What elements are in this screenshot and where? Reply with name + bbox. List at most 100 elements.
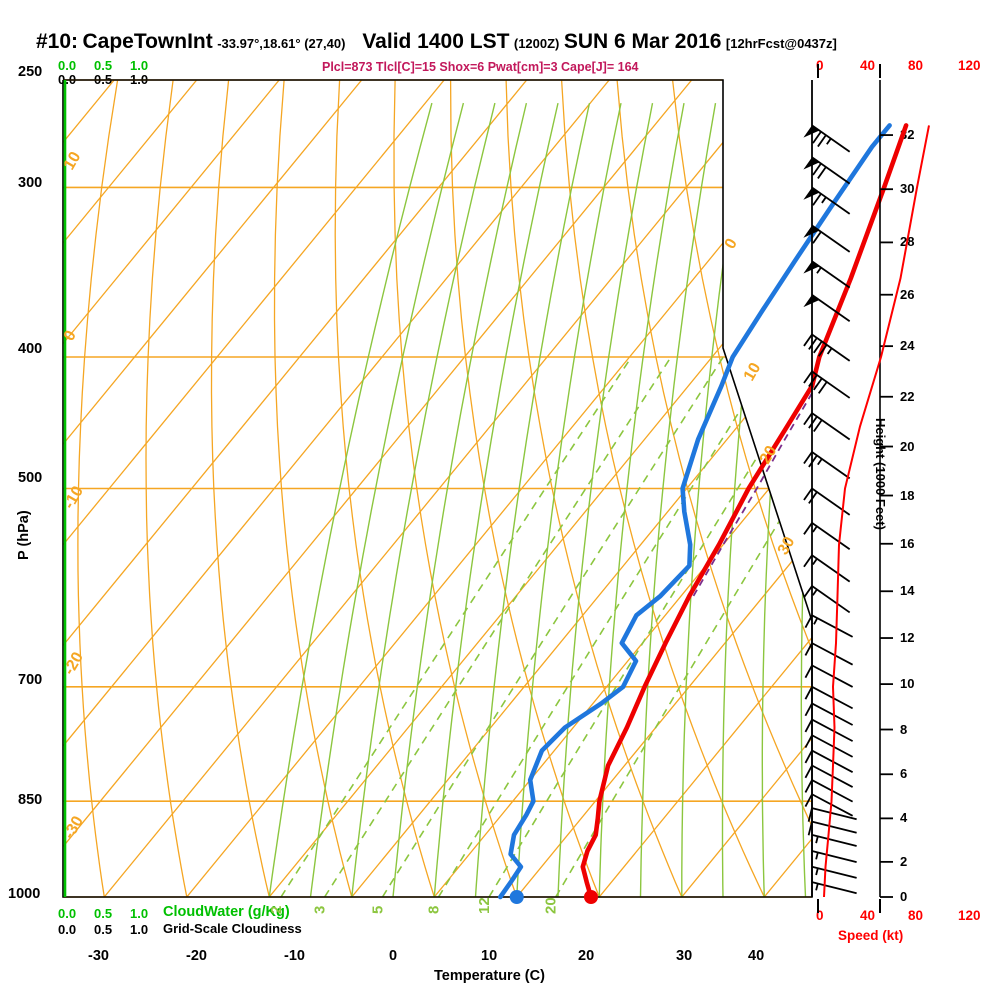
wind-barb — [811, 834, 857, 847]
station-name: CapeTownInt — [82, 30, 213, 53]
mixing-ratio-label-3: 3 — [312, 906, 329, 914]
isotherm-label-10: 10 — [61, 149, 85, 173]
height-tick-marks — [880, 134, 893, 898]
bottom-cloudwater-tick-2: 1.0 — [130, 906, 149, 921]
cloudiness-axis-label: Grid-Scale Cloudiness — [163, 921, 302, 936]
bottom-cloudiness-tick-2: 1.0 — [130, 922, 149, 937]
wind-barb — [807, 807, 857, 822]
isotherm-label-right-30: 30 — [775, 534, 799, 558]
speed-tick-bot-0: 0 — [816, 908, 824, 923]
wind-barb-group — [803, 124, 857, 895]
height-tick-0: 0 — [900, 889, 908, 904]
pressure-tick-300: 300 — [18, 175, 43, 191]
speed-tick-bot-40: 40 — [860, 908, 876, 923]
height-tick-30: 30 — [900, 181, 915, 197]
height-tick-14: 14 — [900, 583, 915, 599]
parcel-curve — [692, 385, 818, 597]
wind-barb — [807, 820, 857, 836]
mixing-ratio-lines — [280, 356, 812, 897]
mixing-ratio-label-2: 2 — [268, 906, 285, 914]
wind-barb — [811, 865, 857, 879]
bottom-cloudwater-tick-1: 0.5 — [94, 906, 113, 921]
bottom-cloudiness-tick-0: 0.0 — [58, 922, 77, 937]
height-tick-22: 22 — [900, 388, 915, 404]
wind-barb — [804, 718, 854, 742]
wind-barb — [804, 686, 854, 710]
temp-tick-20: 20 — [578, 948, 595, 964]
wind-barb — [811, 850, 857, 864]
temp-tick--10: -10 — [284, 948, 305, 964]
height-tick-2: 2 — [900, 853, 908, 869]
height-tick-26: 26 — [900, 286, 915, 302]
wind-barb — [803, 294, 851, 323]
top-cloudwater-tick-2: 1.0 — [130, 58, 149, 73]
mixing-ratio-label-12: 12 — [476, 897, 493, 914]
isotherm-label-right-20: 20 — [757, 443, 781, 467]
wind-barb — [803, 522, 851, 550]
wind-barb — [803, 186, 851, 215]
wind-barb — [803, 554, 851, 583]
wind-barb — [803, 260, 851, 289]
dry-adiabat-lines — [77, 80, 812, 897]
wind-barb — [803, 124, 851, 153]
title-row: #10: CapeTownInt -33.97°,18.61° (27,40) … — [36, 30, 837, 54]
wind-barb — [804, 614, 854, 638]
dewpoint-curve — [497, 123, 892, 900]
wind-barb — [804, 702, 854, 726]
mixing-ratio-label-8: 8 — [425, 906, 442, 914]
pressure-tick-1000: 1000 — [8, 886, 41, 902]
pressure-tick-700: 700 — [18, 672, 43, 688]
wind-barb — [803, 370, 851, 399]
speed-tick-bot-80: 80 — [908, 908, 924, 923]
height-tick-20: 20 — [900, 438, 915, 454]
temp-tick-10: 10 — [481, 948, 498, 964]
stability-parameters: Plcl=873 Tlcl[C]=15 Shox=6 Pwat[cm]=3 Ca… — [322, 60, 639, 74]
wind-barb — [804, 664, 854, 688]
speed-tick-bot-120: 120 — [958, 908, 981, 923]
forecast-stamp: [12hrFcst@0437z] — [725, 36, 837, 51]
speed-tick-top-0: 0 — [816, 58, 824, 73]
mixing-ratio-label-group: 2 3 5 8 12 20 — [268, 897, 560, 914]
moist-adiabat-lines — [268, 102, 812, 897]
temperature-curve — [580, 123, 909, 900]
station-id: #10: — [36, 30, 79, 53]
height-tick-18: 18 — [900, 487, 915, 503]
wind-barb — [803, 412, 851, 441]
valid-time-utc: (1200Z) — [513, 36, 560, 51]
height-tick-10: 10 — [900, 676, 915, 692]
height-tick-8: 8 — [900, 721, 908, 737]
temp-tick-30: 30 — [676, 948, 693, 964]
speed-tick-top-40: 40 — [860, 58, 876, 73]
wind-speed-curve — [823, 125, 930, 898]
height-tick-6: 6 — [900, 766, 908, 782]
wind-barb — [803, 333, 851, 362]
valid-time: Valid 1400 LST — [362, 30, 510, 53]
bottom-cloudwater-tick-0: 0.0 — [58, 906, 77, 921]
wind-barb — [804, 793, 854, 817]
temperature-marker — [584, 890, 598, 904]
speed-axis-label: Speed (kt) — [838, 928, 904, 943]
station-coords: -33.97°,18.61° (27,40) — [217, 36, 346, 51]
wind-barb — [803, 156, 851, 185]
temp-tick--20: -20 — [186, 948, 207, 964]
pressure-tick-400: 400 — [18, 341, 43, 357]
wind-barb — [803, 585, 851, 614]
speed-tick-top-80: 80 — [908, 58, 924, 73]
isotherm-label-right-10: 10 — [741, 360, 765, 384]
temperature-axis-label: Temperature (C) — [434, 968, 545, 984]
wind-barb — [803, 224, 851, 253]
top-cloudwater-tick-0: 0.0 — [58, 58, 77, 73]
mixing-ratio-label-20: 20 — [543, 897, 560, 914]
isotherm-label-right-0: 0 — [722, 236, 741, 252]
temp-tick-40: 40 — [748, 948, 765, 964]
cloudwater-axis-label: CloudWater (g/Kg) — [163, 904, 290, 920]
wind-barb — [803, 451, 851, 480]
speed-tick-top-120: 120 — [958, 58, 981, 73]
height-tick-12: 12 — [900, 630, 915, 646]
top-cloudwater-tick-1: 0.5 — [94, 58, 113, 73]
pressure-tick-500: 500 — [18, 470, 43, 486]
temp-tick--30: -30 — [88, 948, 109, 964]
